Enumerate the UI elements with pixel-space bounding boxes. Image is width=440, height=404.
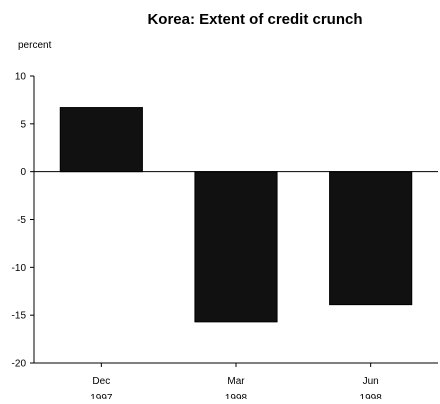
x-tick-label-month: Dec — [92, 376, 110, 387]
y-tick-label: -20 — [12, 359, 27, 370]
y-tick-label: 10 — [15, 72, 27, 83]
x-tick-label-month: Jun — [363, 376, 379, 387]
bar — [59, 107, 143, 173]
y-tick-label: -10 — [12, 263, 27, 274]
y-axis-label: percent — [18, 40, 52, 51]
y-tick-label: 5 — [20, 119, 26, 130]
plot-area: 10 5 0 -5 -10 -15 -20 Dec 1997 Mar 1998 Jun 1998 — [12, 72, 438, 404]
bar — [329, 171, 413, 306]
y-tick-label: -15 — [12, 311, 27, 322]
x-tick-label-month: Mar — [227, 376, 245, 387]
x-tick-label-year: 1998 — [360, 393, 383, 399]
y-tick-label: 0 — [20, 167, 26, 178]
x-tick-label-year: 1997 — [90, 393, 113, 399]
chart-title: Korea: Extent of credit crunch — [147, 11, 362, 28]
bar — [194, 171, 278, 323]
y-tick-label: -5 — [17, 215, 26, 226]
x-tick-label-year: 1998 — [225, 393, 248, 399]
